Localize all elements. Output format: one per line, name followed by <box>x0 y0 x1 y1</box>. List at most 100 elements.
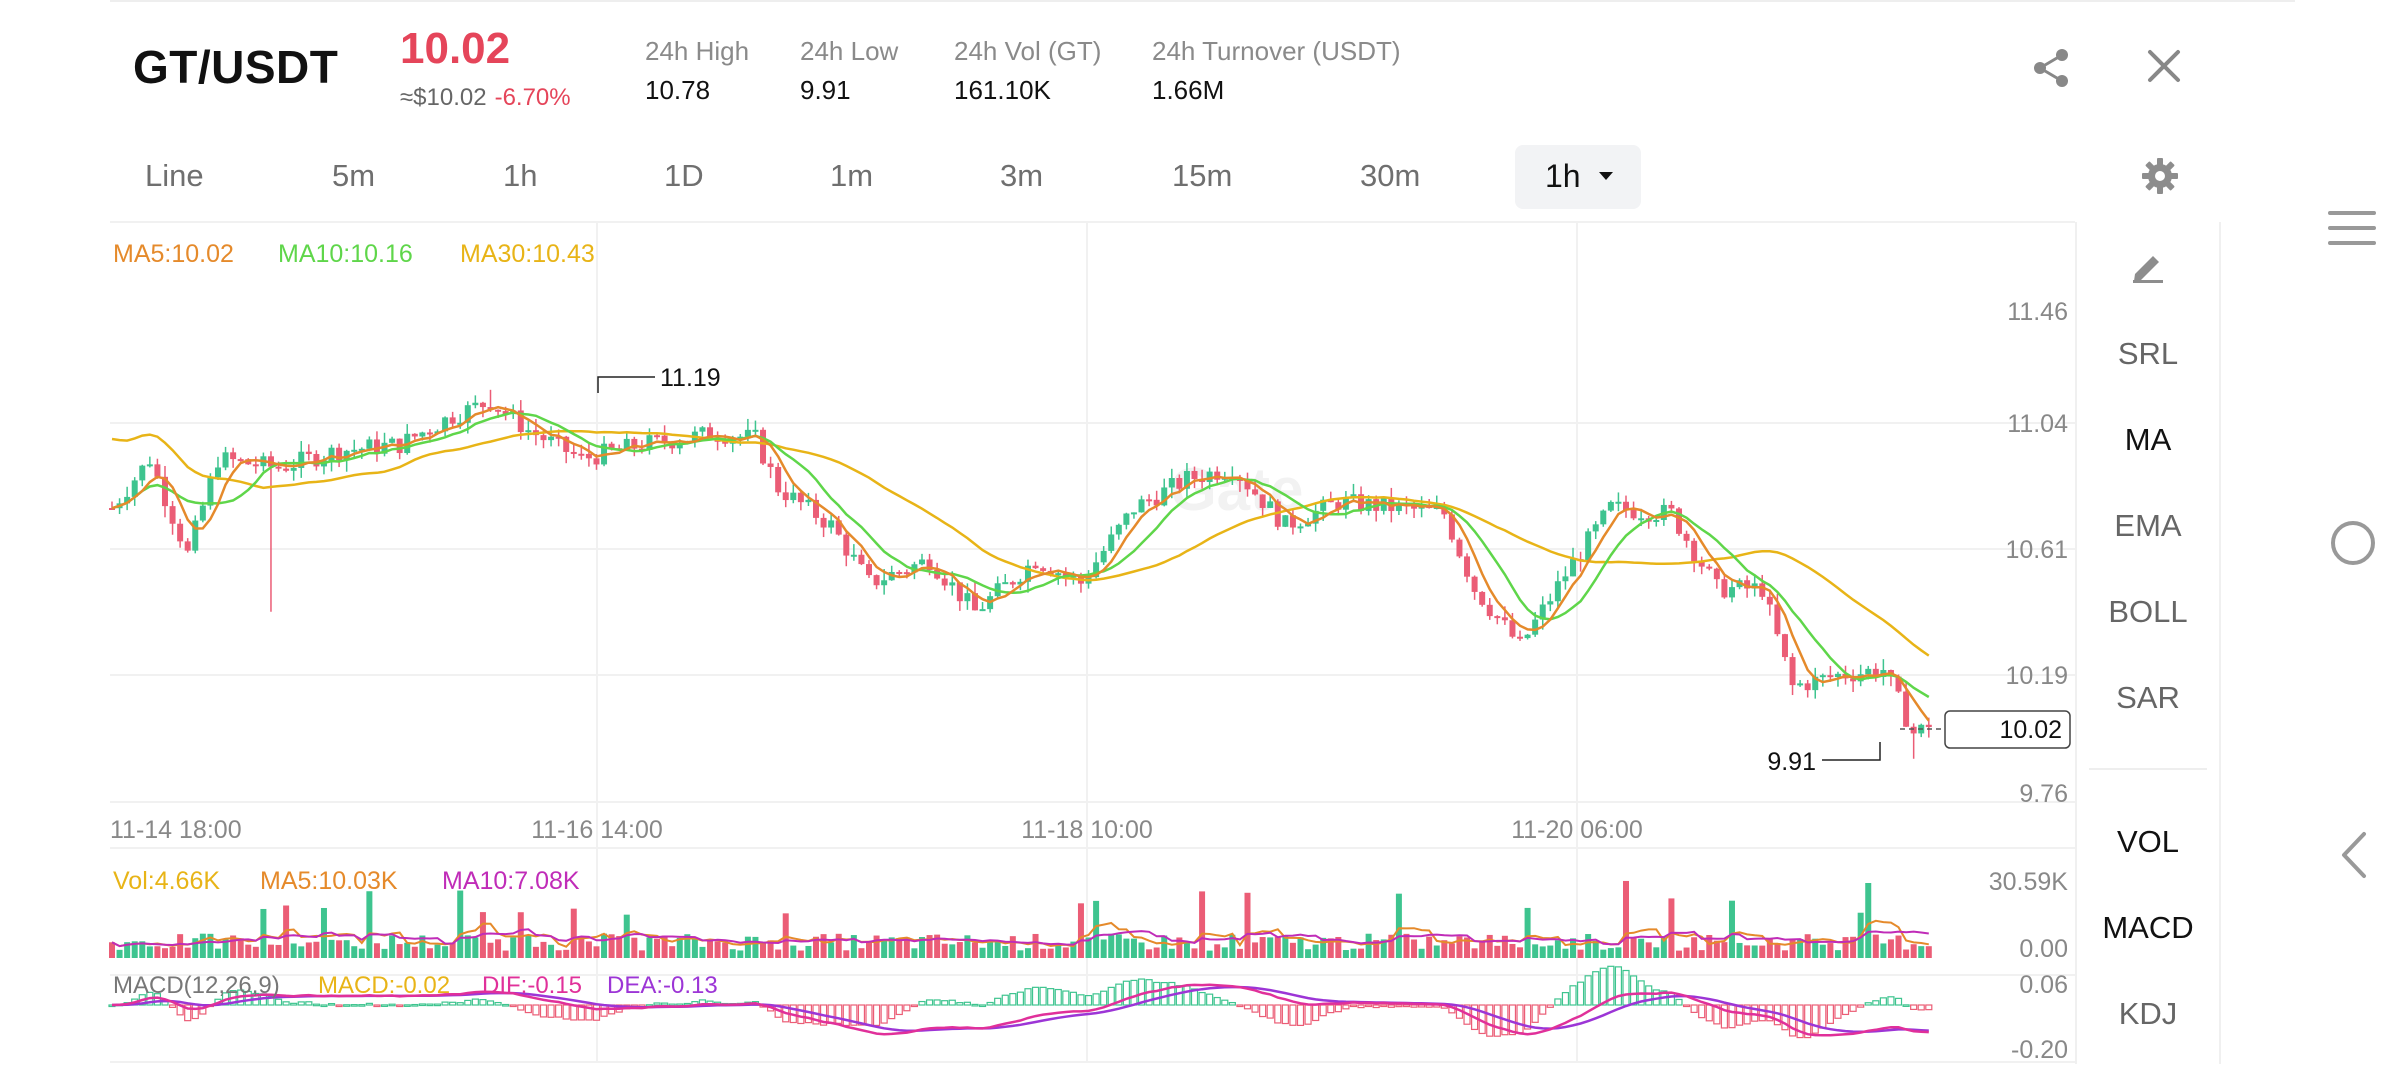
candle-body <box>941 578 948 586</box>
candle-body <box>903 572 910 575</box>
macd-histogram-bar <box>1236 1004 1244 1008</box>
volume-bar <box>479 912 486 958</box>
indicator-ma[interactable]: MA <box>2124 422 2172 457</box>
candle-body <box>1176 478 1183 489</box>
macd-histogram-bar <box>994 997 1002 1006</box>
macd-histogram-bar <box>1175 985 1183 1006</box>
macd-histogram-bar <box>827 1004 835 1024</box>
volume-bar <box>1872 934 1879 958</box>
stat-label: 24h Vol (GT) <box>954 36 1102 66</box>
close-icon[interactable] <box>2146 48 2182 84</box>
volume-bar <box>1744 945 1751 958</box>
candle-body <box>866 564 872 576</box>
candle-body <box>760 429 767 464</box>
macd-histogram-bar <box>600 1004 608 1017</box>
volume-bar <box>979 947 986 958</box>
macd-histogram-bar <box>1312 1004 1320 1022</box>
macd-histogram-bar <box>1925 1004 1933 1011</box>
candle-body <box>1312 510 1319 524</box>
volume-bar <box>298 946 305 958</box>
volume-bar <box>828 942 835 958</box>
volume-bar <box>1267 937 1274 958</box>
tab-5m[interactable]: 5m <box>332 158 376 193</box>
macd-histogram-bar <box>168 1004 177 1008</box>
tab-15m[interactable]: 15m <box>1172 158 1233 193</box>
macd-histogram-bar <box>1365 1004 1373 1008</box>
tab-3m[interactable]: 3m <box>1000 158 1044 193</box>
macd-histogram-bar <box>1402 1004 1411 1008</box>
panel-divider <box>2089 768 2207 770</box>
candle-body <box>744 429 751 437</box>
candle-body <box>1797 683 1804 686</box>
menu-icon[interactable] <box>2326 208 2378 248</box>
volume-bar <box>1214 944 1221 958</box>
candle-body <box>813 499 820 518</box>
macd-histogram-bar <box>494 1001 502 1006</box>
tab-1m[interactable]: 1m <box>830 158 874 193</box>
candle-body <box>1570 559 1577 577</box>
indicator-vol[interactable]: VOL <box>2116 824 2180 859</box>
volume-bar <box>1486 934 1493 958</box>
gear-icon[interactable] <box>2140 156 2180 196</box>
macd-histogram-bar <box>456 1002 464 1006</box>
macd-histogram-bar <box>1130 979 1138 1006</box>
ma10-line <box>111 411 1930 699</box>
macd-histogram-bar <box>509 1004 517 1008</box>
tab-1h[interactable]: 1h <box>503 158 538 193</box>
volume-bar <box>1675 950 1682 958</box>
kline-chart[interactable]: Gate MA5:10.02 MA10:10.16 MA30:10.43 Vol… <box>0 0 2075 1080</box>
indicator-boll[interactable]: BOLL <box>2108 594 2188 629</box>
ma-lines <box>111 405 1930 722</box>
indicator-macd[interactable]: MACD <box>2102 910 2194 945</box>
volume-bar <box>866 941 872 958</box>
volume-bar <box>1380 939 1387 958</box>
tab-1d[interactable]: 1D <box>664 158 704 193</box>
legend-macd-title: MACD(12,26,9) <box>113 972 280 999</box>
volume-bar <box>472 937 479 958</box>
macd-histogram-bar <box>343 1004 351 1007</box>
indicator-sar[interactable]: SAR <box>2116 680 2180 715</box>
macd-histogram-bar <box>653 1002 661 1006</box>
home-icon[interactable] <box>2328 518 2378 568</box>
pencil-icon[interactable] <box>2129 246 2167 284</box>
macd-histogram-bar <box>1039 986 1047 1006</box>
candle-body <box>585 453 592 459</box>
candle-body <box>1517 636 1524 639</box>
macd-histogram-bar <box>941 1000 949 1006</box>
stat-24h-high: 24h High 10.78 <box>645 36 749 106</box>
tab-line[interactable]: Line <box>145 158 204 193</box>
indicator-ema[interactable]: EMA <box>2114 508 2182 543</box>
interval-dropdown[interactable]: 1h <box>1515 145 1641 209</box>
volume-bar <box>1009 936 1016 958</box>
candle-body <box>646 435 653 450</box>
macd-histogram-bar <box>418 1003 426 1007</box>
volume-bar <box>994 940 1001 958</box>
tab-30m[interactable]: 30m <box>1360 158 1421 193</box>
indicator-kdj[interactable]: KDJ <box>2118 996 2178 1031</box>
candle-body <box>1683 533 1690 541</box>
back-icon[interactable] <box>2336 830 2370 880</box>
volume-bar <box>1403 933 1410 958</box>
indicator-srl[interactable]: SRL <box>2117 336 2179 371</box>
macd-histogram-bar <box>1213 996 1221 1006</box>
candle-body <box>926 559 933 570</box>
volume-bar <box>1925 946 1932 958</box>
volume-bar <box>805 945 812 958</box>
volume-bar <box>396 944 403 958</box>
volume-bar <box>237 938 244 958</box>
macd-histogram-bar <box>1872 1000 1880 1006</box>
volume-bar <box>1055 945 1062 958</box>
volume-bar <box>1683 947 1690 958</box>
macd-histogram-bar <box>978 1004 987 1008</box>
volume-bar <box>1918 946 1925 958</box>
volume-bar <box>1077 903 1084 958</box>
candle-body <box>578 453 585 456</box>
macd-histogram-bar <box>857 1004 866 1026</box>
macd-histogram-bar <box>880 1004 888 1024</box>
price-tick-5: 9.76 <box>2019 780 2068 808</box>
volume-bar <box>1827 943 1834 958</box>
volume-bar <box>911 948 918 958</box>
share-icon[interactable] <box>2030 46 2074 90</box>
candle-body <box>1728 587 1735 598</box>
volume-bar <box>1585 934 1592 958</box>
